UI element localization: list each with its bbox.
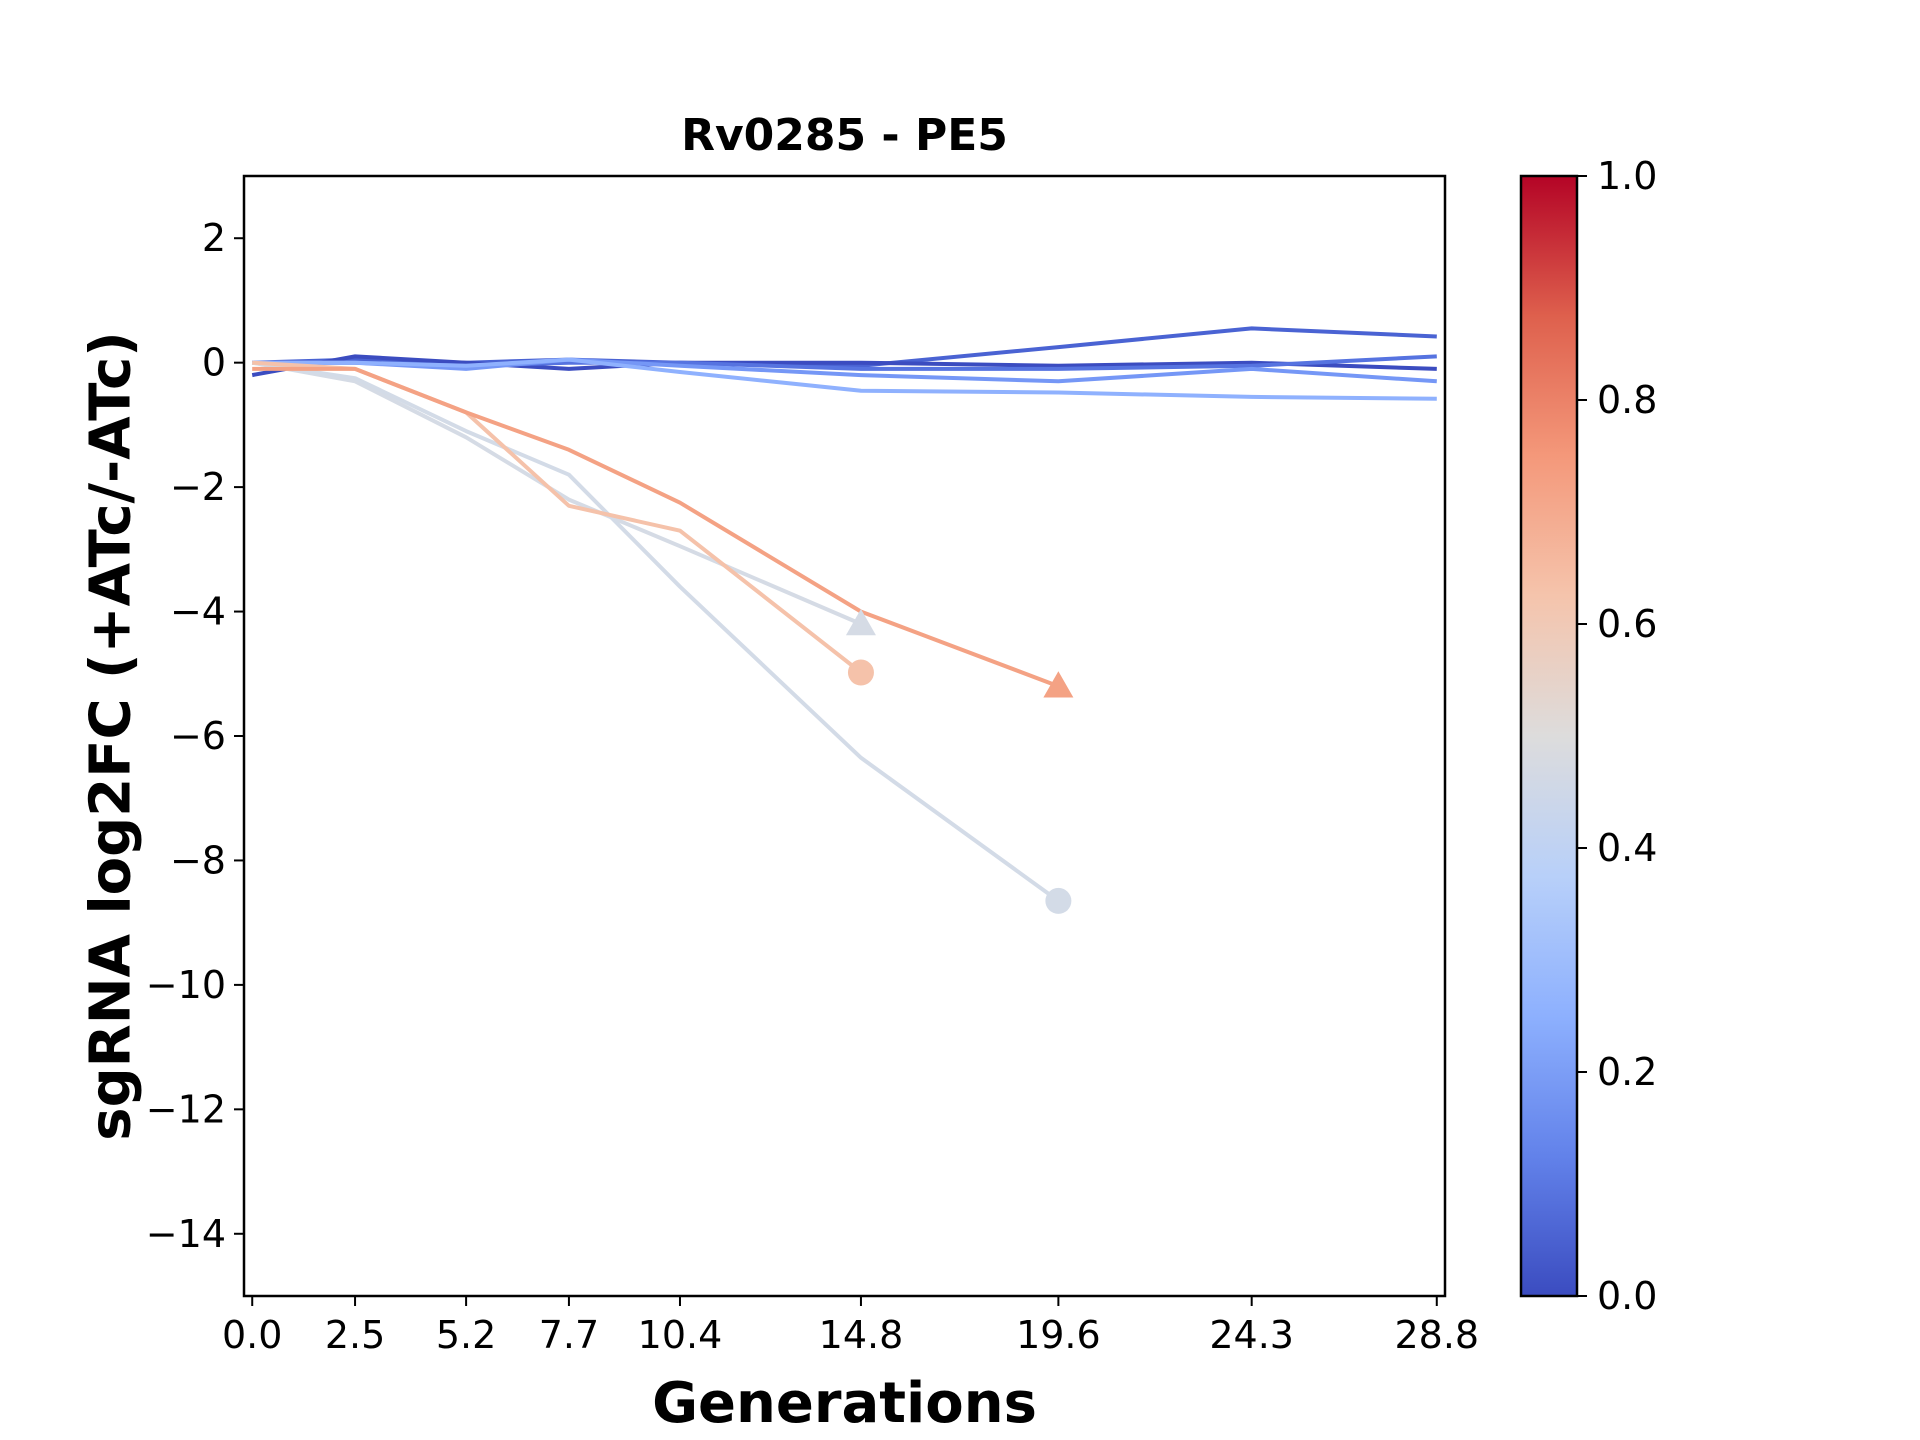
series-line-8 <box>252 360 863 675</box>
y-tick-label: −12 <box>146 1087 226 1131</box>
colorbar-tick-label: 0.6 <box>1597 602 1657 646</box>
y-tick-label: −4 <box>170 590 226 634</box>
series-end-marker-8 <box>847 659 874 686</box>
x-tick-label: 19.6 <box>1016 1313 1101 1357</box>
y-tick-label: −10 <box>146 963 226 1007</box>
series-line-9 <box>252 366 1060 689</box>
x-axis-label: Generations <box>652 1371 1037 1436</box>
colorbar-tick-label: 0.8 <box>1597 378 1657 422</box>
y-axis: 2 0 −2 −4 −6 −8 −10 −12 −14 <box>146 216 244 1256</box>
x-tick-label: 0.0 <box>222 1313 282 1357</box>
x-tick-label: 14.8 <box>819 1313 904 1357</box>
marker-layer <box>845 609 1074 914</box>
y-tick-label: −8 <box>170 838 226 882</box>
y-tick-label: 0 <box>202 341 226 385</box>
x-tick-label: 5.2 <box>436 1313 496 1357</box>
colorbar-tick-label: 0.2 <box>1597 1050 1657 1094</box>
y-axis-label: sgRNA log2FC (+ATc/-ATc) <box>79 331 144 1141</box>
y-tick-label: 2 <box>202 216 226 260</box>
x-tick-label: 10.4 <box>638 1313 723 1357</box>
colorbar <box>1519 174 1579 1298</box>
colorbar-axis: 0.0 0.2 0.4 0.6 0.8 1.0 <box>1577 154 1657 1318</box>
series-line-6 <box>251 360 862 626</box>
colorbar-tick-label: 0.4 <box>1597 826 1657 870</box>
colorbar-tick-label: 0.0 <box>1597 1274 1657 1318</box>
series-line-5 <box>252 357 1437 401</box>
colorbar-tick-label: 1.0 <box>1597 154 1657 198</box>
y-tick-label: −6 <box>170 714 226 758</box>
series-end-marker-9 <box>1043 671 1074 698</box>
x-tick-label: 7.7 <box>539 1313 599 1357</box>
x-tick-label: 24.3 <box>1209 1313 1294 1357</box>
series-end-marker-6 <box>845 609 876 636</box>
x-axis: 0.0 2.5 5.2 7.7 10.4 14.8 19.6 24.3 28.8 <box>222 1296 1479 1357</box>
y-tick-label: −14 <box>146 1212 226 1256</box>
chart-title: Rv0285 - PE5 <box>681 110 1008 161</box>
series-line-7 <box>251 360 1060 903</box>
series-end-marker-7 <box>1045 887 1072 914</box>
plot-frame <box>242 174 1447 1298</box>
x-tick-label: 28.8 <box>1394 1313 1479 1357</box>
series-layer <box>251 326 1437 903</box>
y-tick-label: −2 <box>170 465 226 509</box>
x-tick-label: 2.5 <box>325 1313 385 1357</box>
